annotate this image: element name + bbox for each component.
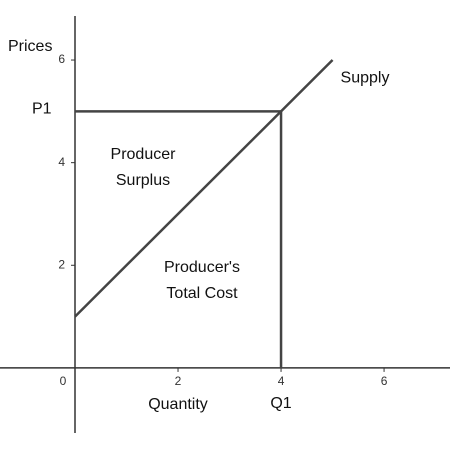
p1-label: P1 [32, 101, 52, 118]
y-tick-label: 4 [58, 155, 65, 169]
annotation: Producer [111, 146, 177, 163]
q1-label: Q1 [270, 395, 291, 412]
x-tick-label: 4 [278, 374, 285, 388]
annotation: Surplus [116, 172, 170, 189]
y-axis-label: Prices [8, 38, 52, 55]
annotation: Producer's [164, 259, 240, 276]
annotation: Total Cost [166, 285, 238, 302]
x-tick-label: 0 [60, 374, 67, 388]
x-tick-label: 6 [381, 374, 388, 388]
x-axis-label: Quantity [148, 396, 208, 413]
y-tick-label: 6 [58, 52, 65, 66]
supply-line [74, 59, 334, 318]
y-tick-label: 2 [58, 257, 65, 271]
x-tick-label: 2 [175, 374, 182, 388]
series-label: Supply [341, 69, 390, 86]
